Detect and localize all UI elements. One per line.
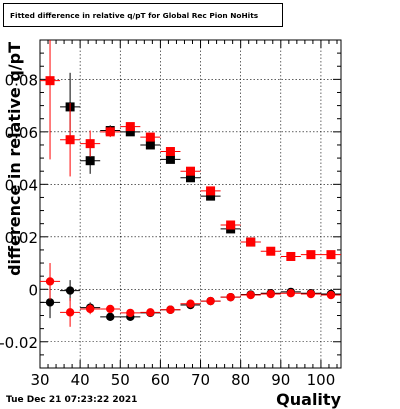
data-point-circle xyxy=(106,312,115,322)
data-point-circle xyxy=(326,290,336,300)
data-point-square xyxy=(125,122,135,132)
timestamp: Tue Dec 21 07:23:22 2021 xyxy=(6,395,138,405)
data-point-circle xyxy=(106,304,115,314)
y-tick-label: 0 xyxy=(28,281,38,299)
x-tick-label: 40 xyxy=(71,371,90,389)
data-point-circle xyxy=(286,289,296,298)
x-tick-label: 80 xyxy=(231,371,250,389)
data-point-square xyxy=(186,173,195,183)
data-point-circle xyxy=(65,308,75,317)
data-point-square xyxy=(226,220,236,230)
x-tick-label: 50 xyxy=(111,371,130,389)
data-point-square xyxy=(165,147,175,157)
y-tick-label: 0.06 xyxy=(5,124,38,142)
data-point-square xyxy=(125,127,135,137)
plot-frame xyxy=(39,39,342,369)
data-point-square xyxy=(326,250,336,260)
data-point-square xyxy=(85,156,95,166)
data-point-square xyxy=(186,166,195,176)
data-point-circle xyxy=(126,308,135,318)
x-tick-label: 100 xyxy=(307,371,336,389)
data-point-circle xyxy=(146,308,155,317)
data-point-circle xyxy=(246,290,255,300)
data-point-square xyxy=(206,191,216,201)
y-tick-label: 0.04 xyxy=(5,176,38,194)
y-axis-title: difference in relative q/pT xyxy=(5,42,24,276)
data-point-circle xyxy=(65,286,75,295)
chart-title: Fitted difference in relative q/pT for G… xyxy=(10,11,259,20)
x-axis-title: Quality xyxy=(276,390,341,409)
data-point-square xyxy=(85,139,95,149)
data-point-square xyxy=(65,135,75,145)
data-point-square xyxy=(165,154,175,164)
data-point-circle xyxy=(45,277,55,286)
data-point-square xyxy=(286,251,296,261)
data-point-square xyxy=(206,186,216,196)
chart-title-box: Fitted difference in relative q/pT for G… xyxy=(3,3,283,27)
data-point-square xyxy=(145,132,155,142)
x-tick-label: 60 xyxy=(151,371,170,389)
data-point-square xyxy=(266,246,276,256)
y-tick-label: -0.02 xyxy=(0,334,38,352)
data-point-circle xyxy=(186,299,195,308)
data-point-square xyxy=(246,237,256,247)
data-point-square xyxy=(105,127,115,137)
data-point-circle xyxy=(85,304,95,314)
y-tick-label: 0.02 xyxy=(5,229,38,247)
x-tick-label: 30 xyxy=(30,371,49,389)
data-point-circle xyxy=(266,289,275,299)
data-point-circle xyxy=(226,292,235,302)
data-point-square xyxy=(45,76,55,86)
data-point-square xyxy=(306,250,316,260)
data-point-square xyxy=(145,140,155,150)
x-tick-label: 90 xyxy=(271,371,290,389)
data-point-circle xyxy=(166,305,175,314)
data-point-circle xyxy=(45,298,55,307)
data-point-circle xyxy=(206,296,215,306)
x-tick-label: 70 xyxy=(191,371,210,389)
data-point-circle xyxy=(306,289,316,299)
y-tick-label: 0.08 xyxy=(5,71,38,89)
